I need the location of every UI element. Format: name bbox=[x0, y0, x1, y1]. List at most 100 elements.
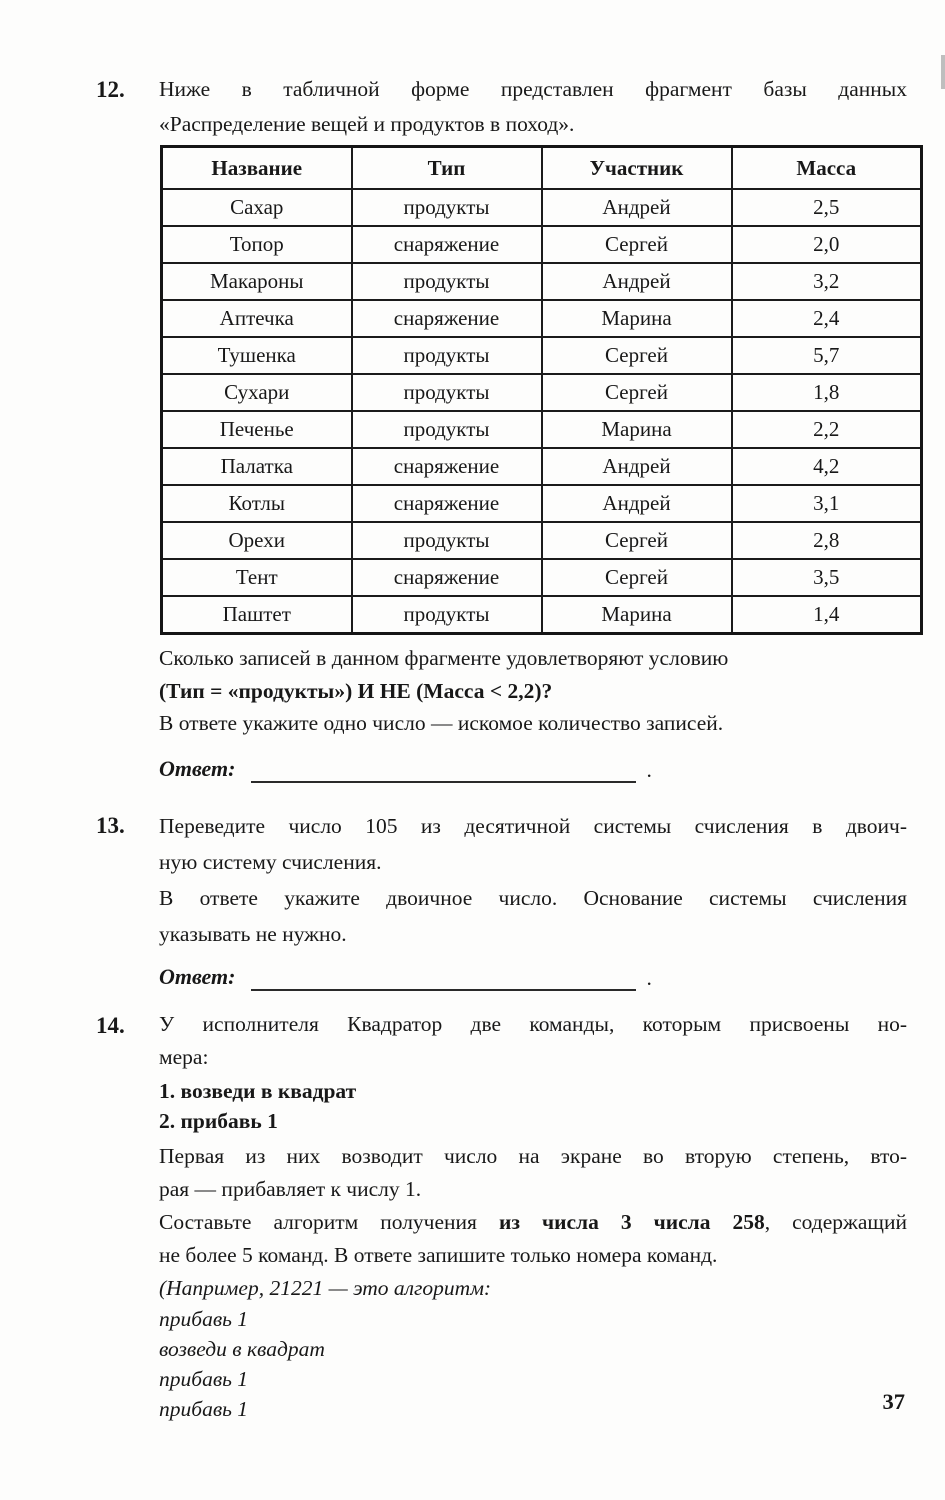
problem-13-note-line-2: указывать не нужно. bbox=[159, 921, 347, 946]
example-command-line: прибавь 1 bbox=[159, 1396, 249, 1421]
problem-14-intro-line-1: У исполнителя Квадратор две команды, кот… bbox=[159, 1011, 907, 1036]
problem-13-body: Переведите число 105 из десятичной систе… bbox=[159, 808, 907, 991]
table-cell: Паштет bbox=[160, 595, 353, 635]
table-row: Орехи продукты Сергей 2,8 bbox=[160, 521, 923, 560]
problem-14-intro-line-2: мера: bbox=[159, 1044, 209, 1069]
table-row: Паштет продукты Марина 1,4 bbox=[160, 595, 923, 635]
answer-blank-line bbox=[251, 757, 637, 783]
table-cell: Марина bbox=[540, 595, 733, 635]
problem-14: 14. У исполнителя Квадратор две команды,… bbox=[0, 1008, 945, 1424]
task-text-prefix: Составьте алгоритм получения bbox=[159, 1209, 499, 1234]
problem-14-desc-line-1: Первая из них возводит число на экране в… bbox=[159, 1143, 907, 1168]
problem-14-task-line-1: Составьте алгоритм получения из числа 3 … bbox=[159, 1206, 907, 1239]
table-row: Топор снаряжение Сергей 2,0 bbox=[160, 225, 923, 264]
table-cell: Аптечка bbox=[160, 299, 353, 338]
table-row: Палатка снаряжение Андрей 4,2 bbox=[160, 447, 923, 486]
table-cell: 3,5 bbox=[730, 558, 923, 597]
table-cell: Андрей bbox=[540, 188, 733, 227]
problem-12-question: Сколько записей в данном фрагменте удовл… bbox=[159, 642, 907, 740]
problem-14-body: У исполнителя Квадратор две команды, кот… bbox=[159, 1008, 907, 1424]
command-2: 2. прибавь 1 bbox=[159, 1109, 278, 1133]
table-row: Сухари продукты Сергей 1,8 bbox=[160, 373, 923, 412]
answer-row: Ответ: . bbox=[159, 749, 907, 783]
answer-blank-line bbox=[251, 965, 637, 991]
table-cell: продукты bbox=[350, 336, 543, 375]
table-row: Печенье продукты Марина 2,2 bbox=[160, 410, 923, 449]
table-cell: продукты bbox=[350, 521, 543, 560]
table-cell: Сергей bbox=[540, 336, 733, 375]
table-cell: 2,2 bbox=[730, 410, 923, 449]
table-cell: снаряжение bbox=[350, 558, 543, 597]
table-cell: Марина bbox=[540, 410, 733, 449]
table-cell: Орехи bbox=[160, 521, 353, 560]
example-command-line: прибавь 1 bbox=[159, 1306, 249, 1331]
table-row: Аптечка снаряжение Марина 2,4 bbox=[160, 299, 923, 338]
problem-12-number: 12. bbox=[96, 77, 125, 102]
table-cell: продукты bbox=[350, 373, 543, 412]
problem-14-number: 14. bbox=[96, 1012, 125, 1038]
table-cell: Сергей bbox=[540, 373, 733, 412]
page-number: 37 bbox=[882, 1389, 906, 1414]
table-row: Тушенка продукты Сергей 5,7 bbox=[160, 336, 923, 375]
table-cell: 3,1 bbox=[730, 484, 923, 523]
table-cell: 2,0 bbox=[730, 225, 923, 264]
example-command-line: прибавь 1 bbox=[159, 1366, 249, 1391]
table-cell: Андрей bbox=[540, 262, 733, 301]
problem-13: 13. Переведите число 105 из десятичной с… bbox=[0, 808, 945, 991]
table-cell: 4,2 bbox=[730, 447, 923, 486]
table-cell: снаряжение bbox=[350, 225, 543, 264]
task-text-suffix: , содержащий bbox=[764, 1209, 908, 1234]
problem-12-intro-line-2: «Распределение вещей и продуктов в поход… bbox=[159, 112, 575, 136]
condition-line: (Тип = «продукты») И НЕ (Масса < 2,2)? bbox=[159, 678, 553, 703]
answer-row: Ответ: . bbox=[159, 957, 907, 991]
table-cell: Тушенка bbox=[160, 336, 353, 375]
answer-label: Ответ: bbox=[159, 755, 236, 781]
problem-12-body: Ниже в табличной форме представлен фрагм… bbox=[159, 72, 923, 783]
problem-13-task-line-2: ную систему счисления. bbox=[159, 849, 382, 874]
database-table: Название Тип Участник Масса Сахар продук… bbox=[160, 145, 923, 635]
example-header: (Например, 21221 — это алгоритм: bbox=[159, 1275, 492, 1300]
problem-13-note-line-1: В ответе укажите двоичное число. Основан… bbox=[159, 885, 907, 910]
table-cell: Сергей bbox=[540, 558, 733, 597]
table-cell: Сухари bbox=[160, 373, 353, 412]
table-cell: Сергей bbox=[540, 225, 733, 264]
command-1: 1. возведи в квадрат bbox=[159, 1078, 357, 1103]
table-cell: 2,5 bbox=[730, 188, 923, 227]
column-header-mass: Масса bbox=[730, 145, 923, 190]
table-cell: Андрей bbox=[540, 484, 733, 523]
table-cell: 5,7 bbox=[730, 336, 923, 375]
problem-13-number: 13. bbox=[96, 812, 125, 838]
task-text-bold: из числа 3 числа 258 bbox=[498, 1209, 765, 1234]
scan-artifact-mark bbox=[941, 55, 945, 89]
command-list: 1. возведи в квадрат 2. прибавь 1 bbox=[159, 1076, 907, 1137]
question-line: Сколько записей в данном фрагменте удовл… bbox=[159, 646, 729, 670]
table-cell: Сергей bbox=[540, 521, 733, 560]
table-cell: Андрей bbox=[540, 447, 733, 486]
answer-label: Ответ: bbox=[159, 963, 236, 989]
problem-12-intro-line-1: Ниже в табличной форме представлен фрагм… bbox=[159, 77, 907, 101]
table-cell: снаряжение bbox=[350, 299, 543, 338]
table-header-row: Название Тип Участник Масса bbox=[160, 145, 923, 190]
answer-period: . bbox=[646, 757, 652, 782]
table-cell: 2,4 bbox=[730, 299, 923, 338]
problem-13-task-line-1: Переведите число 105 из десятичной систе… bbox=[159, 813, 907, 838]
table-cell: Макароны bbox=[160, 262, 353, 301]
table-cell: 2,8 bbox=[730, 521, 923, 560]
problem-12: 12. Ниже в табличной форме представлен ф… bbox=[0, 72, 945, 783]
table-cell: продукты bbox=[350, 410, 543, 449]
table-cell: Топор bbox=[160, 225, 353, 264]
table-row: Макароны продукты Андрей 3,2 bbox=[160, 262, 923, 301]
note-line: В ответе укажите одно число — искомое ко… bbox=[159, 711, 724, 735]
column-header-name: Название bbox=[160, 145, 353, 190]
problem-14-desc-line-2: рая — прибавляет к числу 1. bbox=[159, 1176, 422, 1201]
table-cell: продукты bbox=[350, 595, 543, 635]
column-header-participant: Участник bbox=[540, 145, 733, 190]
problem-14-task-line-2: не более 5 команд. В ответе запишите тол… bbox=[159, 1242, 718, 1267]
table-cell: снаряжение bbox=[350, 484, 543, 523]
table-cell: продукты bbox=[350, 262, 543, 301]
table-cell: Палатка bbox=[160, 447, 353, 486]
answer-period: . bbox=[646, 965, 652, 990]
table-cell: 1,4 bbox=[730, 595, 923, 635]
example-command-line: возведи в квадрат bbox=[159, 1336, 325, 1361]
